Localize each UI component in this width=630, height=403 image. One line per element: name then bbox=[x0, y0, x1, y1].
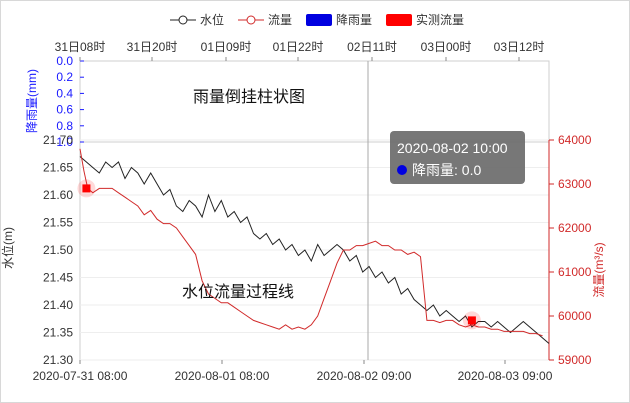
rain-tick-label: 0.6 bbox=[56, 103, 73, 117]
bottom-tick-label: 2020-08-02 09:00 bbox=[317, 369, 412, 383]
tooltip-marker bbox=[397, 165, 407, 175]
flow-tick-label: 59000 bbox=[558, 353, 592, 367]
top-tick-label: 03日12时 bbox=[494, 40, 545, 54]
legend-item[interactable]: 流量 bbox=[238, 13, 292, 27]
rain-tick-label: 1.0 bbox=[56, 135, 73, 149]
legend-label: 流量 bbox=[268, 13, 292, 27]
plot-area bbox=[77, 61, 550, 360]
measured-flow-point bbox=[467, 316, 476, 325]
level-tick-label: 21.65 bbox=[43, 161, 73, 175]
legend[interactable]: 水位 流量 降雨量 实测流量 bbox=[170, 12, 464, 27]
legend-item[interactable]: 降雨量 bbox=[306, 13, 372, 27]
flow-series-line bbox=[79, 148, 543, 337]
level-tick-label: 21.50 bbox=[43, 243, 73, 257]
level-tick-label: 21.30 bbox=[43, 353, 73, 367]
level-axis-label: 水位(m) bbox=[0, 227, 15, 269]
legend-label: 水位 bbox=[200, 12, 224, 27]
flow-tick-label: 60000 bbox=[558, 309, 592, 323]
tooltip: 2020-08-02 10:00 降雨量: 0.0 bbox=[390, 131, 525, 184]
rain-tick-label: 0.0 bbox=[56, 54, 73, 68]
flow-tick-label: 62000 bbox=[558, 221, 592, 235]
tooltip-title: 2020-08-02 10:00 bbox=[397, 140, 508, 156]
legend-item[interactable]: 水位 bbox=[170, 12, 224, 27]
bottom-tick-label: 2020-08-03 09:00 bbox=[458, 369, 553, 383]
rain-tick-label: 0.2 bbox=[56, 70, 73, 84]
top-tick-label: 03日00时 bbox=[421, 40, 472, 54]
level-tick-label: 21.60 bbox=[43, 188, 73, 202]
legend-label: 实测流量 bbox=[416, 12, 464, 27]
measured-flow-point bbox=[82, 184, 91, 193]
top-tick-label: 01日22时 bbox=[273, 40, 324, 54]
legend-rect-icon bbox=[306, 14, 332, 26]
flow-tick-label: 64000 bbox=[558, 133, 592, 147]
flow-tick-label: 61000 bbox=[558, 265, 592, 279]
tooltip-label: 降雨量: 0.0 bbox=[412, 162, 481, 178]
legend-circle-icon bbox=[178, 15, 188, 25]
top-tick-label: 31日20时 bbox=[127, 40, 178, 54]
rain-axis-label: 降雨量(mm) bbox=[25, 69, 39, 133]
rain-tick-label: 0.4 bbox=[56, 86, 73, 100]
legend-label: 降雨量 bbox=[336, 13, 372, 27]
annotation-level-flow: 水位流量过程线 bbox=[182, 283, 294, 301]
top-tick-label: 31日08时 bbox=[55, 40, 106, 54]
top-tick-label: 02日11时 bbox=[347, 40, 397, 54]
level-tick-label: 21.70 bbox=[43, 133, 73, 147]
rain-tick-label: 0.8 bbox=[56, 119, 73, 133]
level-tick-label: 21.40 bbox=[43, 298, 73, 312]
axes: 0.0 0.2 0.4 0.6 0.8 1.0 降雨量(mm) 21.70 21.65 21.60… bbox=[0, 40, 606, 383]
bottom-tick-label: 2020-07-31 08:00 bbox=[33, 369, 128, 383]
bottom-tick-label: 2020-08-01 08:00 bbox=[175, 369, 270, 383]
flow-axis-label: 流量(m³/s) bbox=[592, 242, 606, 297]
tooltip-box bbox=[390, 131, 525, 184]
annotation-rain-chart: 雨量倒挂柱状图 bbox=[193, 88, 305, 106]
top-tick-label: 01日09时 bbox=[201, 40, 252, 54]
legend-circle-icon bbox=[246, 15, 256, 25]
flow-tick-label: 63000 bbox=[558, 177, 592, 191]
legend-rect-icon bbox=[386, 14, 412, 26]
level-tick-label: 21.55 bbox=[43, 216, 73, 230]
level-tick-label: 21.35 bbox=[43, 326, 73, 340]
level-tick-label: 21.45 bbox=[43, 271, 73, 285]
legend-item[interactable]: 实测流量 bbox=[386, 12, 464, 27]
